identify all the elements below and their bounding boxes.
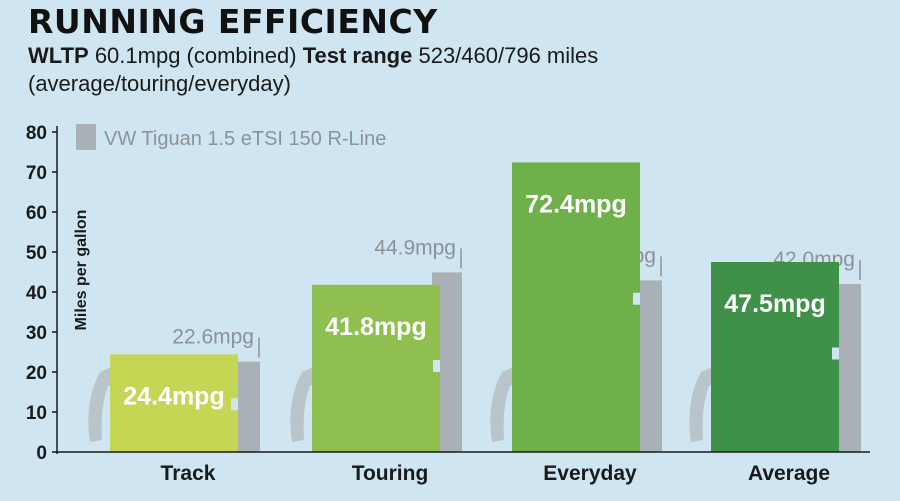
y-tick-label: 80 [26, 123, 47, 144]
bar-notch [231, 398, 238, 411]
primary-value-label: 24.4mpg [123, 382, 224, 410]
y-tick-label: 10 [26, 403, 47, 424]
comparison-value-label: 22.6mpg [172, 326, 254, 349]
range-label: Test range [302, 43, 413, 68]
bar-notch [433, 360, 440, 373]
primary-value-label: 41.8mpg [325, 313, 426, 341]
wltp-label: WLTP [28, 43, 89, 68]
legend-swatch [76, 124, 96, 150]
y-tick-label: 70 [26, 163, 47, 184]
fuel-nozzle-icon [88, 366, 118, 442]
primary-bar [312, 284, 440, 452]
category-label: Average [748, 462, 830, 485]
chart-title: RUNNING EFFICIENCY [28, 2, 438, 41]
primary-value-label: 72.4mpg [525, 190, 626, 218]
category-label: Everyday [543, 462, 637, 485]
primary-bar [512, 162, 640, 452]
range-value: 523/460/796 miles (average/touring/every… [28, 43, 599, 96]
primary-bar [110, 354, 238, 452]
wltp-value: 60.1mpg (combined) [94, 43, 297, 68]
y-tick-label: 60 [26, 203, 47, 224]
legend-label: VW Tiguan 1.5 eTSI 150 R-Line [104, 128, 386, 150]
y-tick-label: 0 [36, 443, 47, 464]
y-tick-label: 20 [26, 363, 47, 384]
y-tick-label: 50 [26, 243, 47, 264]
fuel-nozzle-icon [689, 366, 719, 442]
category-label: Track [161, 462, 216, 485]
fuel-nozzle-icon [290, 366, 320, 442]
category-label: Touring [352, 462, 429, 485]
primary-bar [711, 262, 839, 452]
bar-notch [633, 292, 640, 305]
chart-subtitle: WLTP 60.1mpg (combined) Test range 523/4… [28, 42, 788, 98]
y-tick-label: 40 [26, 283, 47, 304]
y-axis-label: Miles per gallon [73, 210, 90, 331]
comparison-value-label: 44.9mpg [374, 236, 456, 259]
primary-value-label: 47.5mpg [724, 290, 825, 318]
fuel-nozzle-icon [490, 366, 520, 442]
bar-notch [832, 347, 839, 360]
y-tick-label: 30 [26, 323, 47, 344]
